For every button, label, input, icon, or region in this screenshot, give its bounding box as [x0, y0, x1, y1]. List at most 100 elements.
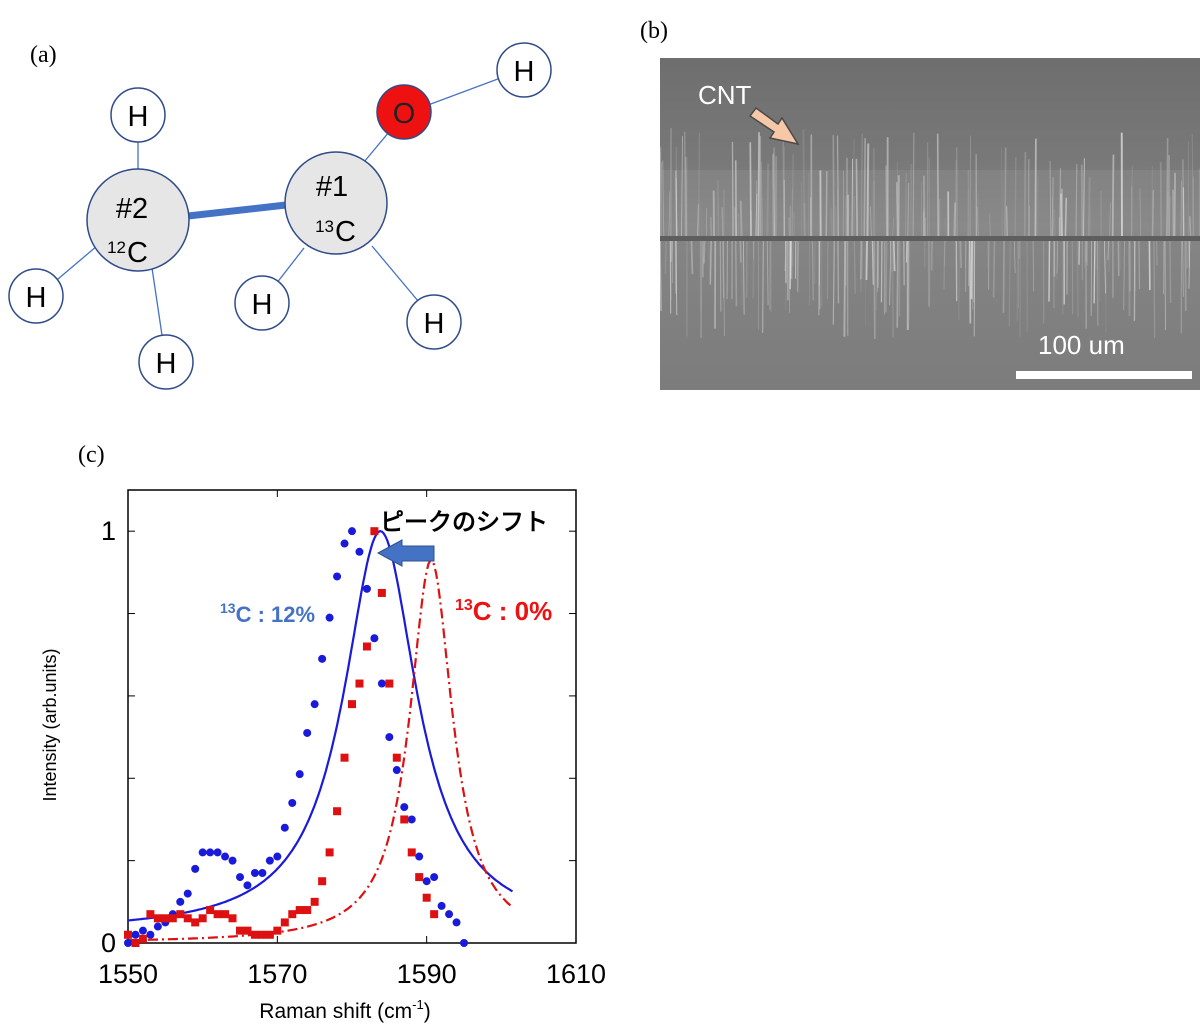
cnt-streak [1093, 239, 1096, 304]
scale-bar [1016, 371, 1192, 379]
data-point-series-0 [348, 527, 356, 536]
cnt-streak [684, 131, 686, 239]
cnt-streak [669, 239, 673, 262]
data-point-series-1 [146, 910, 155, 919]
cnt-streak [873, 239, 876, 339]
data-point-series-1 [206, 906, 215, 915]
cnt-streak [757, 132, 760, 239]
cnt-streak [1017, 239, 1020, 309]
data-point-series-1 [243, 926, 252, 935]
cnt-streak [1051, 177, 1054, 239]
hydrogen-atom-5: H [406, 294, 462, 350]
series-label-12pct: 13C : 12% [220, 600, 315, 627]
data-point-series-1 [191, 918, 200, 927]
scale-bar-label: 100 um [1038, 330, 1125, 360]
sem-image: CNT 100 um [660, 58, 1200, 390]
svg-text:#2: #2 [116, 193, 148, 225]
cnt-streak [992, 239, 996, 298]
cnt-streak [699, 239, 702, 312]
data-point-series-1 [392, 753, 401, 762]
cnt-streak [708, 239, 711, 278]
data-point-series-1 [198, 914, 207, 923]
cnt-streak [1004, 147, 1007, 239]
cnt-streak [830, 208, 833, 239]
cnt-streak [943, 239, 946, 266]
data-point-series-1 [153, 914, 162, 923]
cnt-streak [912, 132, 915, 239]
cnt-streak [1002, 239, 1005, 313]
svg-text:O: O [393, 98, 416, 130]
cnt-streak [1049, 161, 1052, 239]
cnt-streak [766, 239, 769, 306]
svg-text:C: C [127, 237, 148, 269]
data-point-series-0 [176, 897, 185, 906]
cnt-streak [1128, 239, 1131, 282]
cnt-streak [1182, 239, 1184, 297]
cnt-streak [791, 154, 794, 239]
cnt-streak [853, 239, 856, 294]
y-axis-label: Intensity (arb.units) [40, 648, 60, 801]
molecule-diagram: H H H H H H O #2 12 C #1 13 C [8, 42, 552, 390]
data-point-series-0 [280, 823, 289, 832]
data-point-series-1 [258, 930, 267, 939]
data-point-series-1 [168, 914, 177, 923]
svg-text:H: H [156, 348, 177, 380]
cnt-streak [1001, 147, 1003, 239]
cnt-streak [766, 163, 770, 239]
data-point-series-0 [318, 654, 327, 663]
data-point-series-1 [318, 877, 327, 886]
peak-shift-arrow [376, 539, 435, 567]
cnt-streak [1151, 190, 1155, 239]
cnt-streak [1064, 197, 1068, 239]
cnt-streak [885, 165, 888, 239]
fit-curve-series-1 [127, 559, 514, 942]
cnt-streak [1023, 152, 1027, 239]
cnt-streak [832, 135, 835, 239]
cnt-streak [1059, 168, 1062, 239]
cnt-streak [866, 143, 870, 239]
cnt-streak [892, 217, 894, 239]
cnt-streak [660, 146, 662, 239]
cnt-streak [1159, 162, 1163, 239]
cnt-streak [1107, 239, 1111, 273]
cnt-streak [1014, 157, 1017, 239]
data-point-series-1 [422, 893, 431, 902]
cnt-streak [742, 239, 745, 315]
data-point-series-1 [138, 934, 147, 943]
cnt-streak [943, 239, 946, 290]
cnt-streak [1164, 239, 1166, 331]
cnt-streak [1016, 239, 1019, 321]
data-point-series-0 [377, 679, 386, 688]
svg-text:12: 12 [107, 238, 126, 257]
cnt-streak [1172, 189, 1175, 239]
cnt-streak [1051, 217, 1054, 239]
data-point-series-0 [340, 539, 349, 548]
x-tick-label: 1610 [546, 959, 606, 989]
cnt-streak [709, 239, 712, 285]
cnt-streak [1005, 206, 1008, 239]
data-point-series-1 [370, 527, 379, 536]
data-point-series-1 [340, 753, 349, 762]
cnt-streak [709, 216, 713, 239]
data-point-series-0 [243, 881, 252, 890]
cnt-streak [864, 239, 866, 326]
cnt-streak [696, 204, 699, 239]
cnt-streak [717, 180, 720, 239]
data-point-series-0 [124, 939, 132, 947]
cnt-streak [837, 239, 840, 304]
cnt-streak [889, 239, 891, 306]
cnt-streak [734, 207, 737, 239]
cnt-streak [1166, 191, 1169, 239]
data-point-series-1 [295, 906, 304, 915]
cnt-streak [760, 161, 763, 239]
cnt-streak [1087, 177, 1091, 239]
data-point-series-0 [355, 547, 364, 556]
carbon-atom-2: #2 12 C [86, 168, 190, 272]
panel-label-a: (a) [30, 42, 57, 68]
data-point-series-0 [288, 798, 297, 807]
hydrogen-atom-2: H [8, 268, 64, 324]
svg-text:H: H [26, 282, 47, 314]
cnt-streak [1168, 196, 1171, 239]
data-point-series-0 [452, 918, 461, 927]
cnt-streak [1080, 164, 1084, 239]
